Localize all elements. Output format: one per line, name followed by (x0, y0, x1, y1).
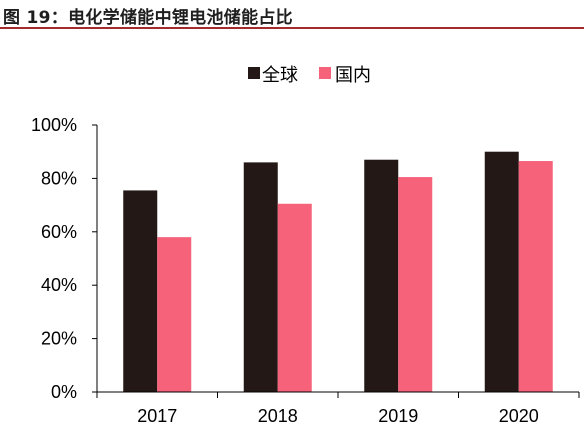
x-tick-label: 2017 (137, 406, 177, 423)
bar-domestic (518, 161, 553, 392)
bar-domestic (398, 177, 433, 392)
y-tick-label: 60% (41, 222, 77, 242)
x-tick-label: 2018 (258, 406, 298, 423)
y-tick-label: 20% (41, 329, 77, 349)
x-axis: 2017 2018 2019 2020 (96, 391, 580, 423)
legend: 全球 国内 (248, 65, 371, 86)
y-tick-label: 0% (51, 382, 77, 402)
legend-label-global: 全球 (262, 65, 298, 86)
legend-label-domestic: 国内 (335, 65, 371, 86)
bar-domestic (157, 237, 192, 392)
title-divider (0, 27, 584, 29)
legend-swatch-global (248, 67, 260, 79)
figure-title: 图 19：电化学储能中锂电池储能占比 (3, 8, 293, 28)
y-axis: 0% 20% 40% 60% 80% 100% (31, 115, 98, 402)
bar-series (123, 151, 553, 392)
y-tick-label: 40% (41, 275, 77, 295)
legend-swatch-domestic (319, 67, 331, 79)
figure-header: 图 19：电化学储能中锂电池储能占比 (0, 0, 584, 30)
y-tick-label: 80% (41, 168, 77, 188)
bar-global (123, 190, 158, 392)
bar-domestic (277, 203, 312, 392)
bar-global (364, 159, 399, 392)
y-tick-label: 100% (31, 115, 77, 135)
bar-global (243, 162, 278, 392)
x-tick-label: 2020 (499, 406, 539, 423)
x-tick-label: 2019 (378, 406, 418, 423)
bar-global (484, 151, 519, 392)
